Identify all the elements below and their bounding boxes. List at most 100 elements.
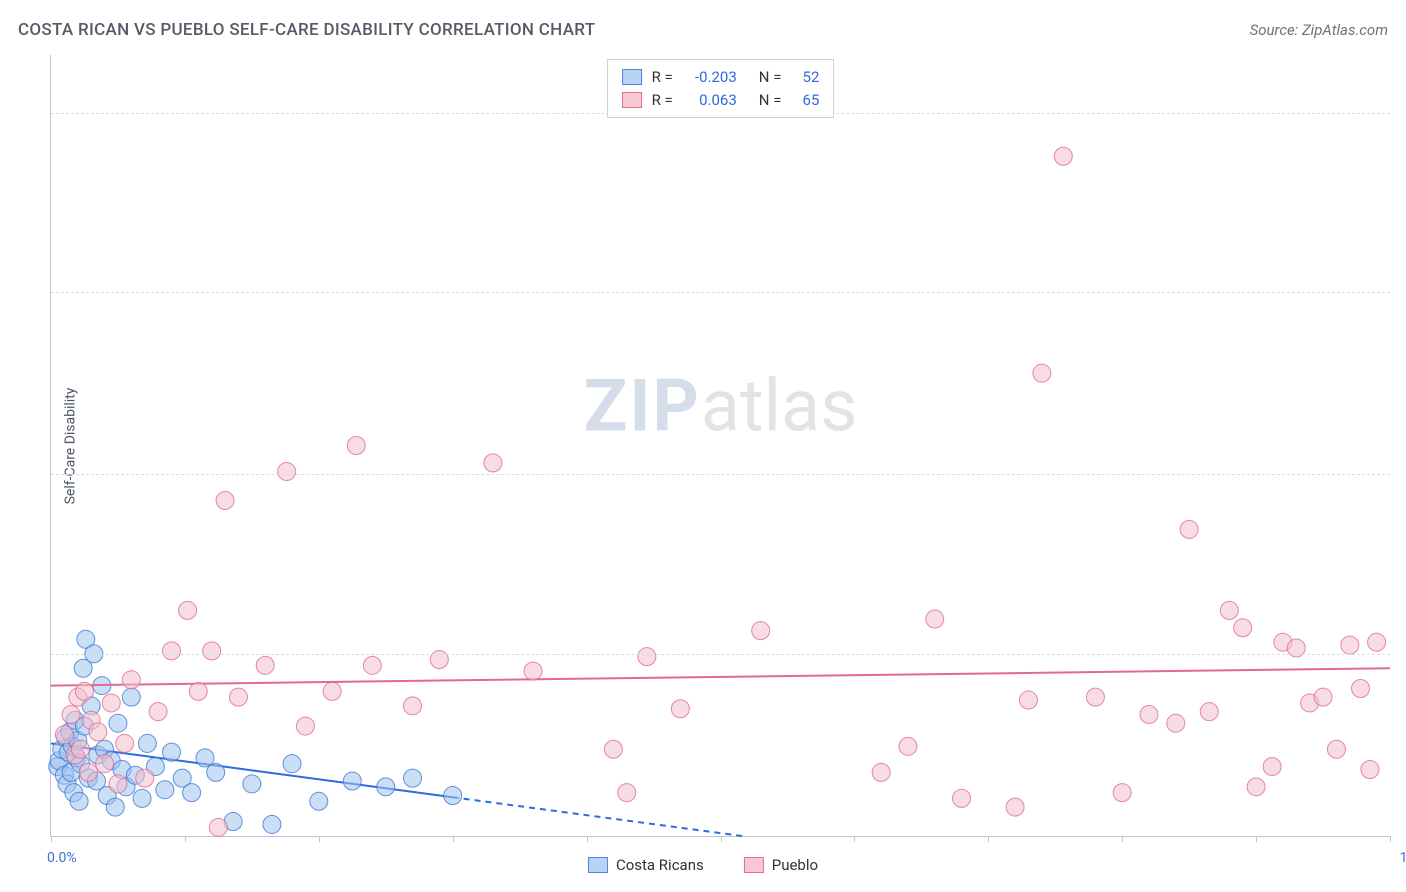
trend-line <box>51 668 1390 685</box>
legend-swatch <box>622 69 642 85</box>
data-point <box>1019 691 1037 709</box>
data-point <box>256 656 274 674</box>
data-point <box>138 734 156 752</box>
data-point <box>1200 703 1218 721</box>
x-tick-mark <box>854 836 855 842</box>
data-point <box>1140 706 1158 724</box>
gridline <box>51 292 1390 293</box>
data-point <box>209 818 227 836</box>
data-point <box>1368 633 1386 651</box>
r-value: 0.063 <box>683 89 737 112</box>
data-point <box>1113 784 1131 802</box>
data-point <box>109 775 127 793</box>
data-point <box>55 726 73 744</box>
data-point <box>671 700 689 718</box>
data-point <box>70 792 88 810</box>
data-point <box>136 769 154 787</box>
legend-swatch <box>588 857 608 873</box>
x-tick-mark <box>587 836 588 842</box>
data-point <box>1263 758 1281 776</box>
legend-stats-row: R = 0.063 N = 65 <box>622 89 820 112</box>
x-min-label: 0.0% <box>47 850 77 866</box>
data-point <box>243 775 261 793</box>
n-label: N = <box>759 89 782 112</box>
data-point <box>189 682 207 700</box>
data-point <box>179 601 197 619</box>
source-attribution: Source: ZipAtlas.com <box>1250 21 1388 39</box>
data-point <box>1341 636 1359 654</box>
legend-swatch <box>622 92 642 108</box>
legend-label: Pueblo <box>772 856 818 874</box>
data-point <box>116 734 134 752</box>
chart-title: COSTA RICAN VS PUEBLO SELF-CARE DISABILI… <box>18 20 595 40</box>
legend-swatch <box>744 857 764 873</box>
data-point <box>1033 364 1051 382</box>
data-point <box>1220 601 1238 619</box>
n-label: N = <box>759 66 782 89</box>
data-point <box>404 697 422 715</box>
legend-item: Costa Ricans <box>588 856 704 874</box>
data-point <box>133 789 151 807</box>
data-point <box>1247 778 1265 796</box>
x-tick-mark <box>1390 836 1391 842</box>
data-point <box>638 648 656 666</box>
r-label: R = <box>652 66 673 89</box>
x-tick-mark <box>1256 836 1257 842</box>
x-max-label: 100.0% <box>1400 850 1406 866</box>
x-tick-mark <box>319 836 320 842</box>
data-point <box>1314 688 1332 706</box>
data-point <box>899 737 917 755</box>
data-point <box>404 769 422 787</box>
data-point <box>203 642 221 660</box>
data-point <box>89 723 107 741</box>
n-value: 52 <box>791 66 819 89</box>
data-point <box>343 772 361 790</box>
data-point <box>96 755 114 773</box>
data-point <box>102 694 120 712</box>
data-point <box>156 781 174 799</box>
x-tick-mark <box>988 836 989 842</box>
legend-bottom: Costa Ricans Pueblo <box>588 856 818 874</box>
data-point <box>1361 760 1379 778</box>
n-value: 65 <box>791 89 819 112</box>
data-point <box>122 688 140 706</box>
data-point <box>377 778 395 796</box>
legend-item: Pueblo <box>744 856 818 874</box>
data-point <box>604 740 622 758</box>
data-point <box>207 763 225 781</box>
data-point <box>79 763 97 781</box>
data-point <box>484 454 502 472</box>
gridline <box>51 654 1390 655</box>
data-point <box>953 789 971 807</box>
data-point <box>263 815 281 833</box>
data-point <box>1167 714 1185 732</box>
data-point <box>1054 147 1072 165</box>
r-label: R = <box>652 89 673 112</box>
data-point <box>1180 520 1198 538</box>
data-point <box>163 642 181 660</box>
data-point <box>524 662 542 680</box>
data-point <box>310 792 328 810</box>
data-point <box>283 755 301 773</box>
trend-line-dashed <box>453 797 742 836</box>
x-tick-mark <box>185 836 186 842</box>
x-tick-mark <box>51 836 52 842</box>
data-point <box>323 682 341 700</box>
data-point <box>122 671 140 689</box>
data-point <box>296 717 314 735</box>
data-point <box>149 703 167 721</box>
x-tick-mark <box>721 836 722 842</box>
data-point <box>347 437 365 455</box>
gridline <box>51 474 1390 475</box>
data-point <box>1234 619 1252 637</box>
data-point <box>1352 679 1370 697</box>
legend-stats-row: R = -0.203 N = 52 <box>622 66 820 89</box>
data-point <box>1006 798 1024 816</box>
x-tick-mark <box>1122 836 1123 842</box>
data-point <box>1327 740 1345 758</box>
r-value: -0.203 <box>683 66 737 89</box>
data-point <box>62 706 80 724</box>
plot-area: ZIPatlas 6.3%12.5%18.8%25.0%0.0%100.0%R … <box>50 55 1390 837</box>
legend-label: Costa Ricans <box>616 856 704 874</box>
data-point <box>872 763 890 781</box>
